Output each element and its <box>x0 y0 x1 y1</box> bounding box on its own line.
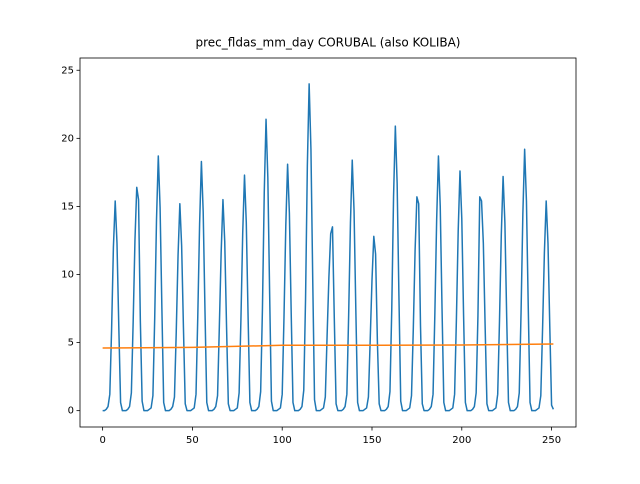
x-tick-label: 50 <box>186 435 199 446</box>
y-tick-label: 5 <box>68 338 74 349</box>
y-tick-label: 0 <box>68 406 74 417</box>
plot-frame <box>79 57 577 428</box>
x-tick-label: 0 <box>99 435 105 446</box>
y-tick-label: 15 <box>61 201 74 212</box>
x-tick-label: 200 <box>452 435 471 446</box>
data-line <box>102 343 554 349</box>
data-line <box>102 83 555 412</box>
y-tick-label: 20 <box>61 133 74 144</box>
y-tick-label: 25 <box>61 65 74 76</box>
chart-title: prec_fldas_mm_day CORUBAL (also KOLIBA) <box>196 36 461 50</box>
y-tick-label: 10 <box>61 269 74 280</box>
x-tick-label: 250 <box>542 435 561 446</box>
x-tick-label: 100 <box>273 435 292 446</box>
x-tick-label: 150 <box>362 435 381 446</box>
